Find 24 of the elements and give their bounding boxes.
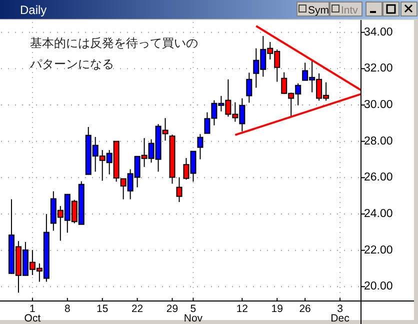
- x-tick-label: 5 Nov: [184, 303, 204, 324]
- y-tick-label: 34.00: [364, 26, 393, 38]
- candlestick: [197, 134, 204, 160]
- x-tick-label: 12: [236, 303, 248, 315]
- annotation: 基本的には反発を待って買いの: [30, 36, 198, 50]
- x-tick-label: 29: [166, 303, 178, 315]
- y-tick-label: 30.00: [364, 99, 393, 112]
- candlestick: [176, 176, 182, 203]
- y-tick-label: 24.00: [364, 208, 393, 220]
- x-tick-label: 22: [131, 303, 144, 315]
- y-tick-label: 26.00: [364, 172, 393, 184]
- x-tick-label: 15: [96, 303, 108, 315]
- y-tick-label: 20.00: [364, 280, 393, 293]
- y-tick-label: 22.00: [364, 244, 393, 256]
- candlestick: [246, 72, 252, 104]
- y-tick-label: 28.00: [364, 135, 393, 148]
- x-tick-label: 1 Oct: [24, 303, 41, 324]
- y-tick-label: 32.00: [364, 62, 393, 75]
- x-tick-label: 19: [271, 303, 284, 315]
- chart-title: Daily: [20, 3, 47, 17]
- x-tick-label: 3 Dec: [330, 303, 350, 324]
- annotation: パターンになる: [29, 57, 114, 71]
- x-tick-label: 26: [299, 303, 312, 315]
- x-tick-label: 8: [64, 303, 70, 315]
